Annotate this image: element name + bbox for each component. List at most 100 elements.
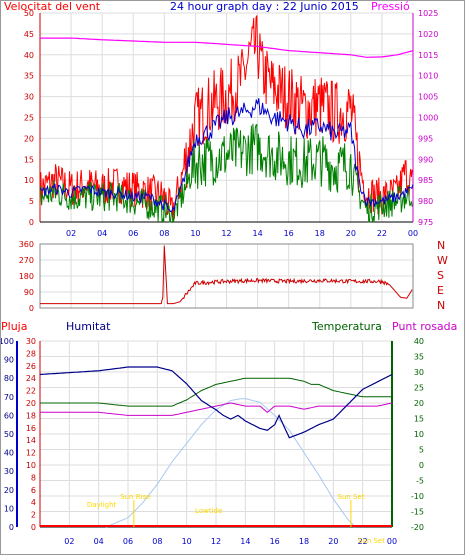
humidity-label: Humitat [66, 320, 111, 333]
y-tick-rain: 0 [31, 523, 36, 532]
x-tick: 20 [328, 537, 338, 546]
y-tick-temperature: -5 [416, 477, 424, 486]
x-tick: 18 [315, 229, 325, 238]
y-tick-rain: 10 [26, 461, 36, 470]
y-tick-humidity: 30 [4, 467, 14, 476]
x-tick: 06 [128, 229, 138, 238]
compass-label: W [437, 254, 448, 267]
y-tick-direction: 360 [19, 240, 34, 249]
wind-gust-series [39, 15, 413, 223]
y-tick-rain: 24 [26, 374, 36, 383]
y-tick-wind: 45 [24, 30, 34, 39]
x-tick: 02 [66, 229, 76, 238]
y-tick-humidity: 70 [4, 393, 14, 402]
y-tick-wind: 25 [24, 114, 34, 123]
y-tick-pressure: 975 [418, 218, 433, 227]
y-tick-humidity: 10 [4, 504, 14, 513]
pressure-series [40, 37, 414, 58]
x-tick: 12 [221, 229, 231, 238]
y-tick-pressure: 1000 [418, 114, 438, 123]
y-tick-wind: 35 [24, 72, 34, 81]
chart-title: 24 hour graph day : 22 Junio 2015 [170, 0, 359, 13]
y-tick-humidity: 20 [4, 486, 14, 495]
wind-avg-series [39, 98, 414, 213]
x-tick: 16 [284, 229, 294, 238]
y-tick-rain: 30 [26, 337, 36, 346]
direction-series [40, 245, 413, 305]
y-tick-direction: 90 [24, 288, 34, 297]
y-tick-wind: 5 [29, 197, 34, 206]
y-tick-wind: 10 [24, 176, 34, 185]
y-tick-pressure: 1010 [418, 72, 438, 81]
compass-label: N [437, 299, 445, 312]
x-tick: 22 [377, 229, 387, 238]
y-tick-rain: 26 [26, 362, 36, 371]
y-tick-pressure: 1015 [418, 51, 438, 60]
sun-annotation: Daylight [87, 501, 117, 509]
dewpoint-label: Punt rosada [392, 320, 458, 333]
y-tick-rain: 28 [26, 349, 36, 358]
y-tick-humidity: 100 [0, 337, 14, 346]
x-tick: 04 [97, 229, 107, 238]
y-tick-rain: 6 [31, 486, 36, 495]
x-tick: 10 [182, 537, 192, 546]
y-tick-humidity: 80 [4, 374, 14, 383]
y-tick-wind: 40 [24, 51, 34, 60]
y-tick-temperature: 35 [414, 353, 424, 362]
y-tick-temperature: 30 [414, 368, 424, 377]
x-tick: 22 [358, 537, 368, 546]
y-tick-pressure: 1005 [418, 93, 438, 102]
y-tick-pressure: 990 [418, 155, 433, 164]
solar-series [105, 398, 356, 528]
y-tick-temperature: 40 [414, 337, 424, 346]
compass-label: E [437, 284, 444, 297]
sun-annotation: Sun Rise [120, 493, 150, 501]
direction-frame [39, 243, 414, 309]
y-tick-rain: 14 [26, 436, 36, 445]
y-tick-rain: 12 [26, 449, 36, 458]
y-tick-rain: 20 [26, 399, 36, 408]
compass-label: N [437, 239, 445, 252]
y-tick-pressure: 1020 [418, 30, 438, 39]
wind-speed-series [39, 123, 413, 224]
x-tick: 16 [270, 537, 280, 546]
x-tick: 12 [211, 537, 221, 546]
x-tick: 04 [94, 537, 104, 546]
y-tick-rain: 18 [26, 411, 36, 420]
y-tick-wind: 30 [24, 93, 34, 102]
sun-annotation: Sun Set [337, 493, 364, 501]
y-tick-temperature: -15 [411, 508, 424, 517]
y-tick-wind: 15 [24, 155, 34, 164]
x-tick: 18 [299, 537, 309, 546]
y-tick-humidity: 0 [9, 523, 14, 532]
x-tick: 08 [159, 229, 169, 238]
y-tick-temperature: 10 [414, 430, 424, 439]
y-tick-temperature: -20 [411, 523, 424, 532]
temperature-label: Temperatura [312, 320, 382, 333]
y-tick-pressure: 995 [418, 134, 433, 143]
y-tick-humidity: 90 [4, 356, 14, 365]
x-tick: 10 [190, 229, 200, 238]
y-tick-rain: 2 [31, 511, 36, 520]
y-tick-direction: 0 [29, 304, 34, 313]
x-tick: 20 [346, 229, 356, 238]
sun-annotation: Sun Set [358, 537, 385, 545]
y-tick-humidity: 50 [4, 430, 14, 439]
y-tick-temperature: 15 [414, 415, 424, 424]
x-tick: 06 [123, 537, 133, 546]
y-tick-wind: 20 [24, 134, 34, 143]
x-tick: 02 [64, 537, 74, 546]
y-tick-humidity: 60 [4, 411, 14, 420]
sun-annotation: Lowtide [195, 507, 222, 515]
y-tick-pressure: 985 [418, 176, 433, 185]
x-tick: 00 [387, 537, 397, 546]
y-tick-pressure: 1025 [418, 9, 438, 18]
wind-speed-label: Velocitat del vent [4, 0, 101, 13]
y-tick-rain: 22 [26, 387, 36, 396]
temperature-series [40, 377, 392, 407]
x-tick: 08 [152, 537, 162, 546]
humidity-series [39, 366, 393, 439]
y-tick-temperature: 25 [414, 384, 424, 393]
